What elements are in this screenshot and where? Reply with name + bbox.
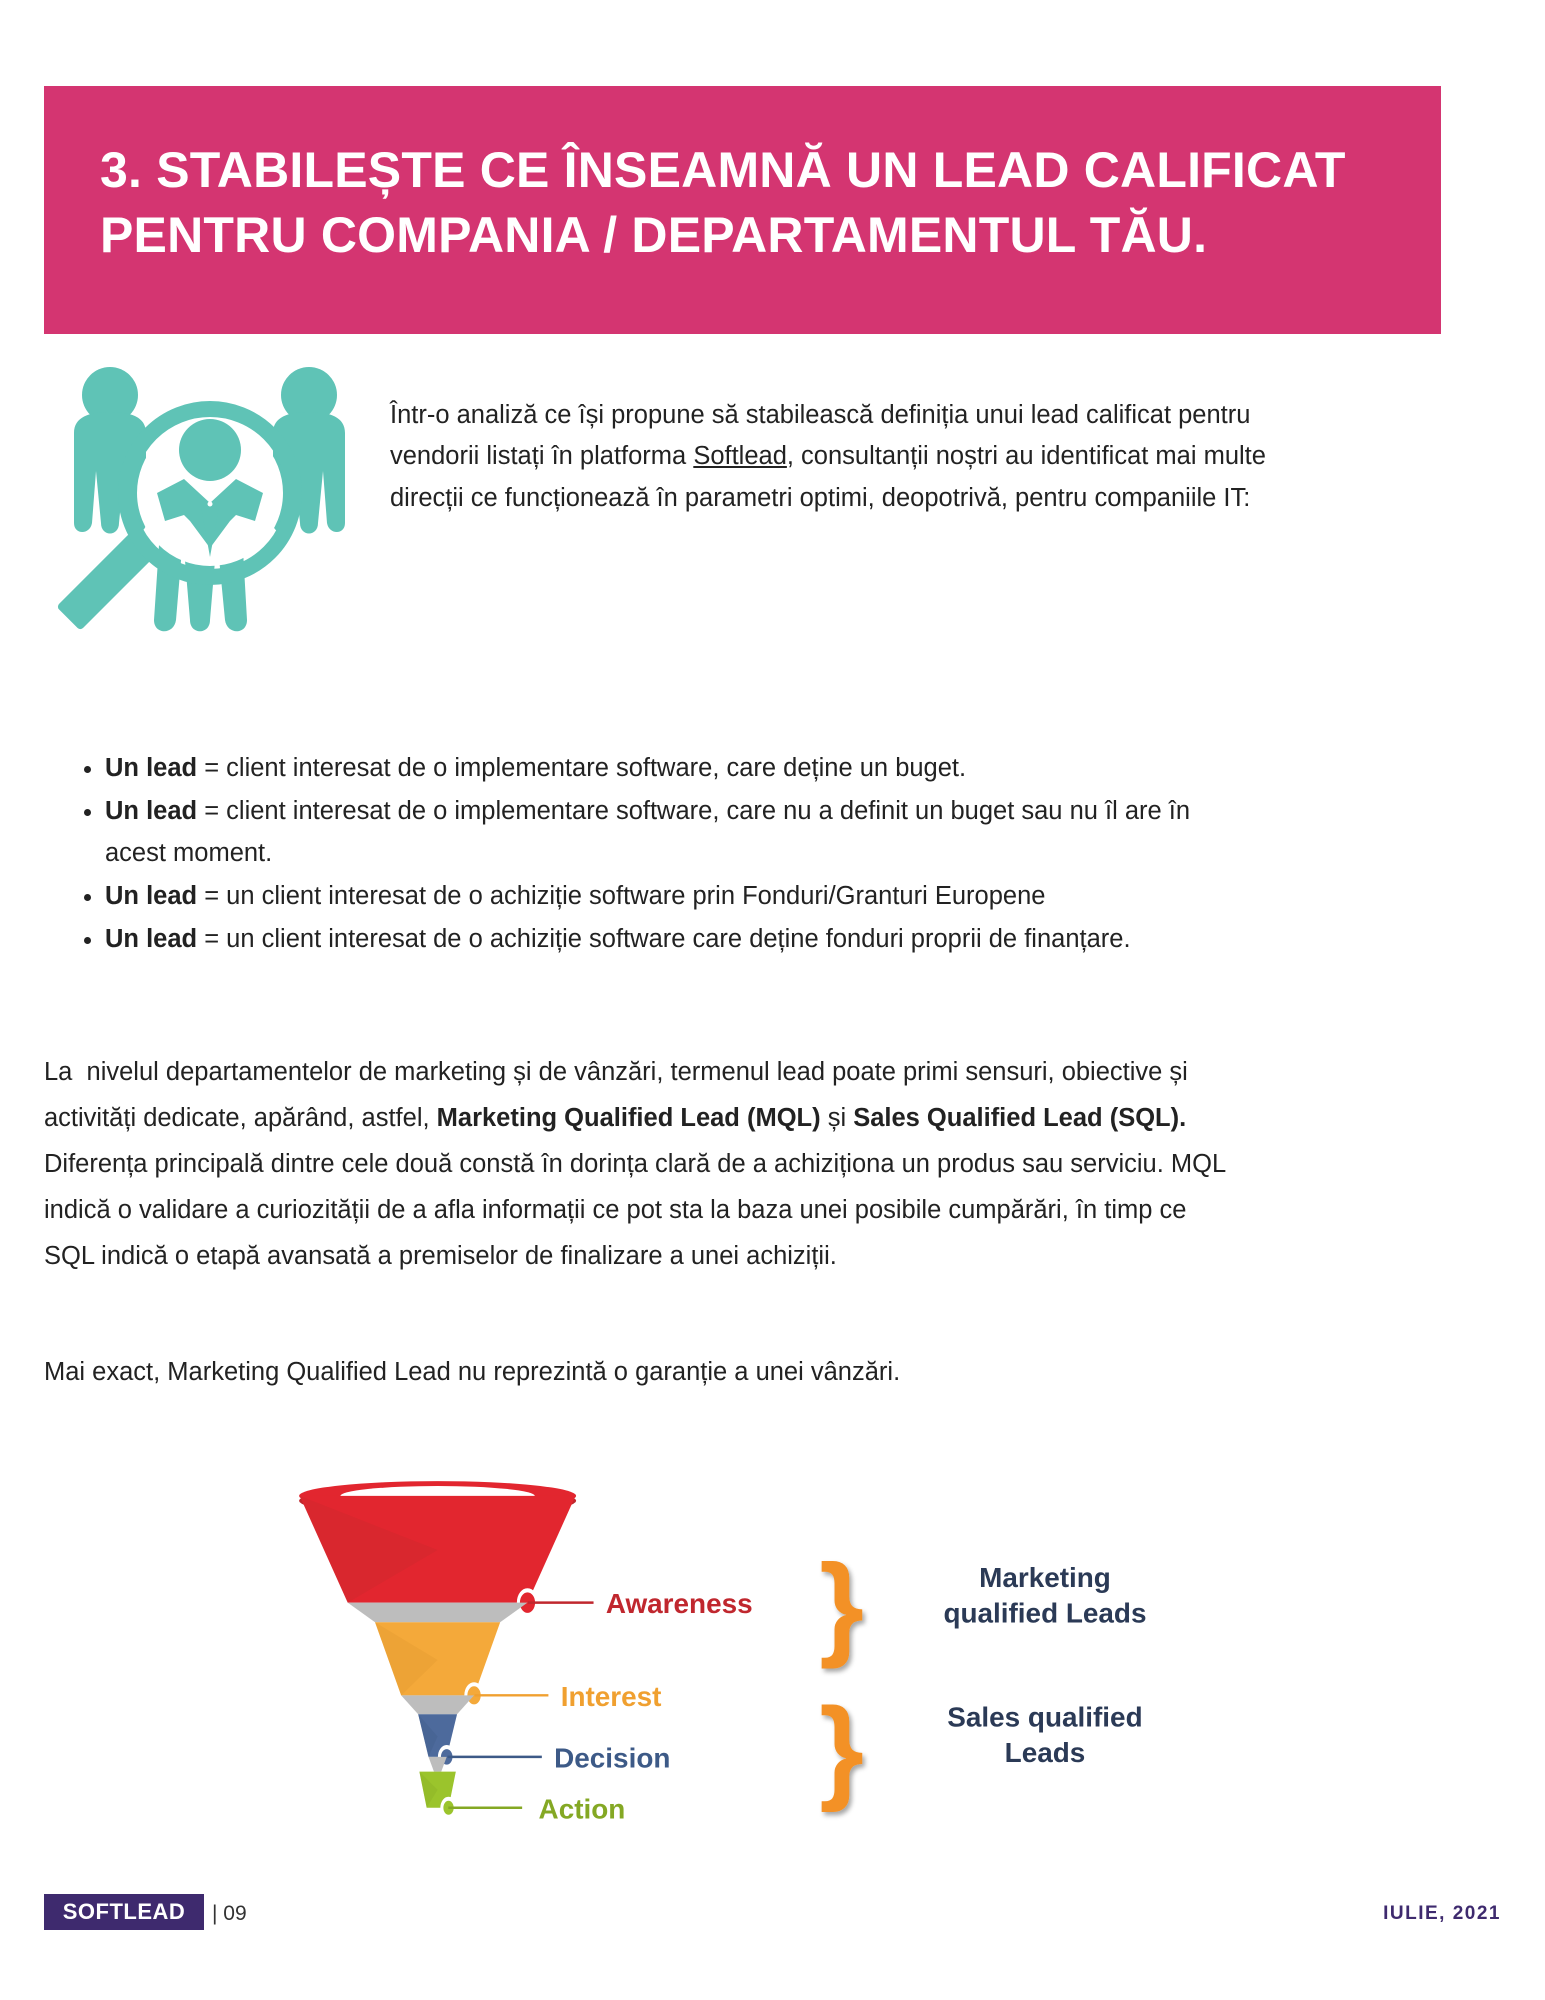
svg-text:}: }	[819, 1685, 864, 1813]
svg-text:}: }	[819, 1541, 864, 1669]
svg-text:Action: Action	[539, 1793, 626, 1824]
svg-text:Decision: Decision	[554, 1743, 670, 1774]
svg-text:Leads: Leads	[1005, 1737, 1086, 1768]
svg-text:Interest: Interest	[561, 1681, 662, 1712]
svg-text:Awareness: Awareness	[606, 1588, 753, 1619]
svg-text:Sales qualified: Sales qualified	[947, 1702, 1142, 1733]
svg-text:qualified Leads: qualified Leads	[943, 1597, 1146, 1628]
svg-text:Marketing: Marketing	[979, 1562, 1111, 1593]
